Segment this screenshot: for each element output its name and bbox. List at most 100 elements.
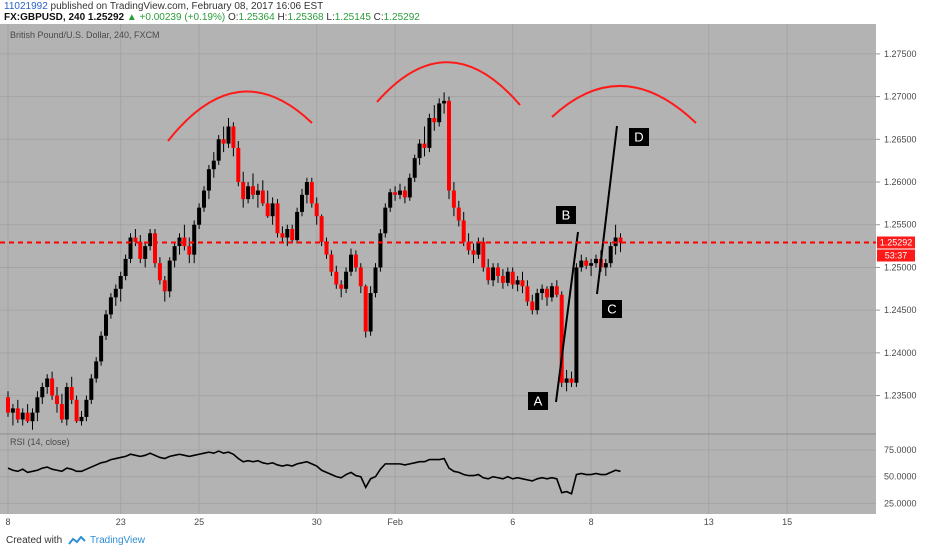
candle-body: [339, 284, 344, 289]
candle-body: [309, 182, 314, 204]
candle-body: [84, 399, 89, 417]
candle-body: [304, 182, 309, 195]
candle-body: [206, 169, 211, 191]
price-tick-label: 1.23500: [884, 391, 917, 401]
price-axis: 1.27500 1.27000 1.26500 1.26000 1.25500 1.250…: [876, 49, 917, 401]
last-price-label: 1.25292: [87, 12, 125, 23]
candle-body: [363, 286, 368, 332]
created-with-label: Created with: [6, 535, 63, 546]
candle-body: [280, 233, 285, 238]
candle-body: [344, 271, 349, 289]
candle-body: [162, 280, 167, 292]
candle-body: [510, 271, 515, 285]
candle-body: [618, 237, 623, 243]
time-tick-label: 6: [510, 517, 515, 527]
candle-body: [123, 258, 128, 276]
dome-arc: [167, 90, 313, 142]
candle-body: [383, 207, 388, 234]
candle-body: [535, 293, 540, 311]
candle-body: [530, 301, 535, 311]
candle-body: [128, 237, 133, 259]
candle-body: [422, 143, 427, 148]
time-tick-label: Feb: [387, 517, 403, 527]
grid: [0, 24, 876, 514]
time-tick-label: 15: [782, 517, 792, 527]
time-tick-label: 23: [116, 517, 126, 527]
candle-body: [202, 190, 206, 208]
rsi-tick-label: 50.0000: [884, 472, 917, 482]
rsi-series: [7, 450, 621, 495]
candle-body: [74, 399, 79, 422]
candle-body: [79, 416, 84, 422]
candle-body: [20, 412, 25, 420]
tradingview-brand[interactable]: TradingView: [90, 535, 146, 546]
price-tag: 1.25292: [877, 236, 915, 249]
rsi-label: RSI (14, close): [10, 437, 70, 447]
candle-body: [481, 241, 486, 268]
tradingview-logo-icon: [68, 536, 86, 545]
candle-body: [393, 192, 398, 195]
candle-body: [153, 233, 157, 264]
rsi-axis: 75.0000 50.0000 25.0000: [884, 445, 917, 508]
price-tick-label: 1.27500: [884, 49, 917, 59]
candle-body: [461, 220, 466, 242]
price-tick-label: 1.27000: [884, 92, 917, 102]
candle-body: [246, 186, 251, 200]
close-label: C:: [373, 12, 384, 23]
candle-body: [69, 387, 74, 400]
candle-body: [398, 190, 402, 195]
time-tick-label: 8: [5, 517, 10, 527]
candle-body: [574, 267, 579, 383]
candle-body: [442, 100, 447, 104]
rsi-line: [7, 450, 621, 495]
candle-body: [545, 288, 549, 298]
price-tag-text: 1.25292: [880, 237, 913, 247]
candle-body: [491, 267, 496, 281]
publisher-link[interactable]: 11021992: [4, 1, 48, 12]
candle-body: [579, 260, 584, 268]
candle-body: [569, 378, 574, 383]
price-chart[interactable]: A B C D 1.27500 1.27000 1.26500 1.26000 1.25500…: [0, 24, 932, 530]
candle-body: [554, 286, 559, 295]
candle-body: [540, 288, 545, 294]
candle-body: [270, 203, 275, 217]
candle-body: [290, 229, 295, 241]
candle-body: [6, 397, 10, 413]
candle-body: [55, 395, 59, 405]
candle-body: [157, 263, 162, 281]
candle-body: [466, 241, 471, 251]
candle-body: [456, 207, 461, 221]
candle-body: [45, 378, 50, 388]
change-label: +0.00239 (+0.19%): [139, 12, 226, 23]
candle-body: [255, 190, 260, 195]
published-info: published on TradingView.com, February 0…: [50, 1, 324, 12]
candle-body: [99, 335, 104, 362]
candle-body: [559, 294, 564, 383]
candle-body: [549, 286, 554, 298]
countdown-tag-text: 53:37: [885, 250, 908, 260]
wave-label-d: D: [634, 130, 643, 145]
wave-label-b: B: [562, 208, 571, 223]
candle-body: [25, 412, 30, 422]
candle-body: [148, 233, 153, 247]
candle-body: [500, 275, 505, 283]
price-tick-label: 1.25500: [884, 220, 917, 230]
candle-body: [603, 263, 608, 268]
wave-label-box: [556, 206, 576, 224]
rsi-tick-label: 75.0000: [884, 445, 917, 455]
candle-body: [471, 250, 476, 255]
candle-body: [432, 117, 437, 123]
candle-body: [187, 246, 192, 255]
candle-body: [358, 267, 363, 287]
candle-body: [295, 211, 300, 241]
candle-body: [594, 258, 598, 264]
candle-body: [138, 241, 143, 259]
candle-body: [64, 387, 69, 420]
price-tick-label: 1.24500: [884, 305, 917, 315]
candle-body: [388, 192, 393, 208]
candle-body: [260, 190, 265, 204]
chart-header: 11021992 published on TradingView.com, F…: [0, 0, 932, 24]
low-value: 1.25145: [334, 12, 371, 23]
time-tick-label: 8: [589, 517, 594, 527]
close-value: 1.25292: [383, 12, 420, 23]
